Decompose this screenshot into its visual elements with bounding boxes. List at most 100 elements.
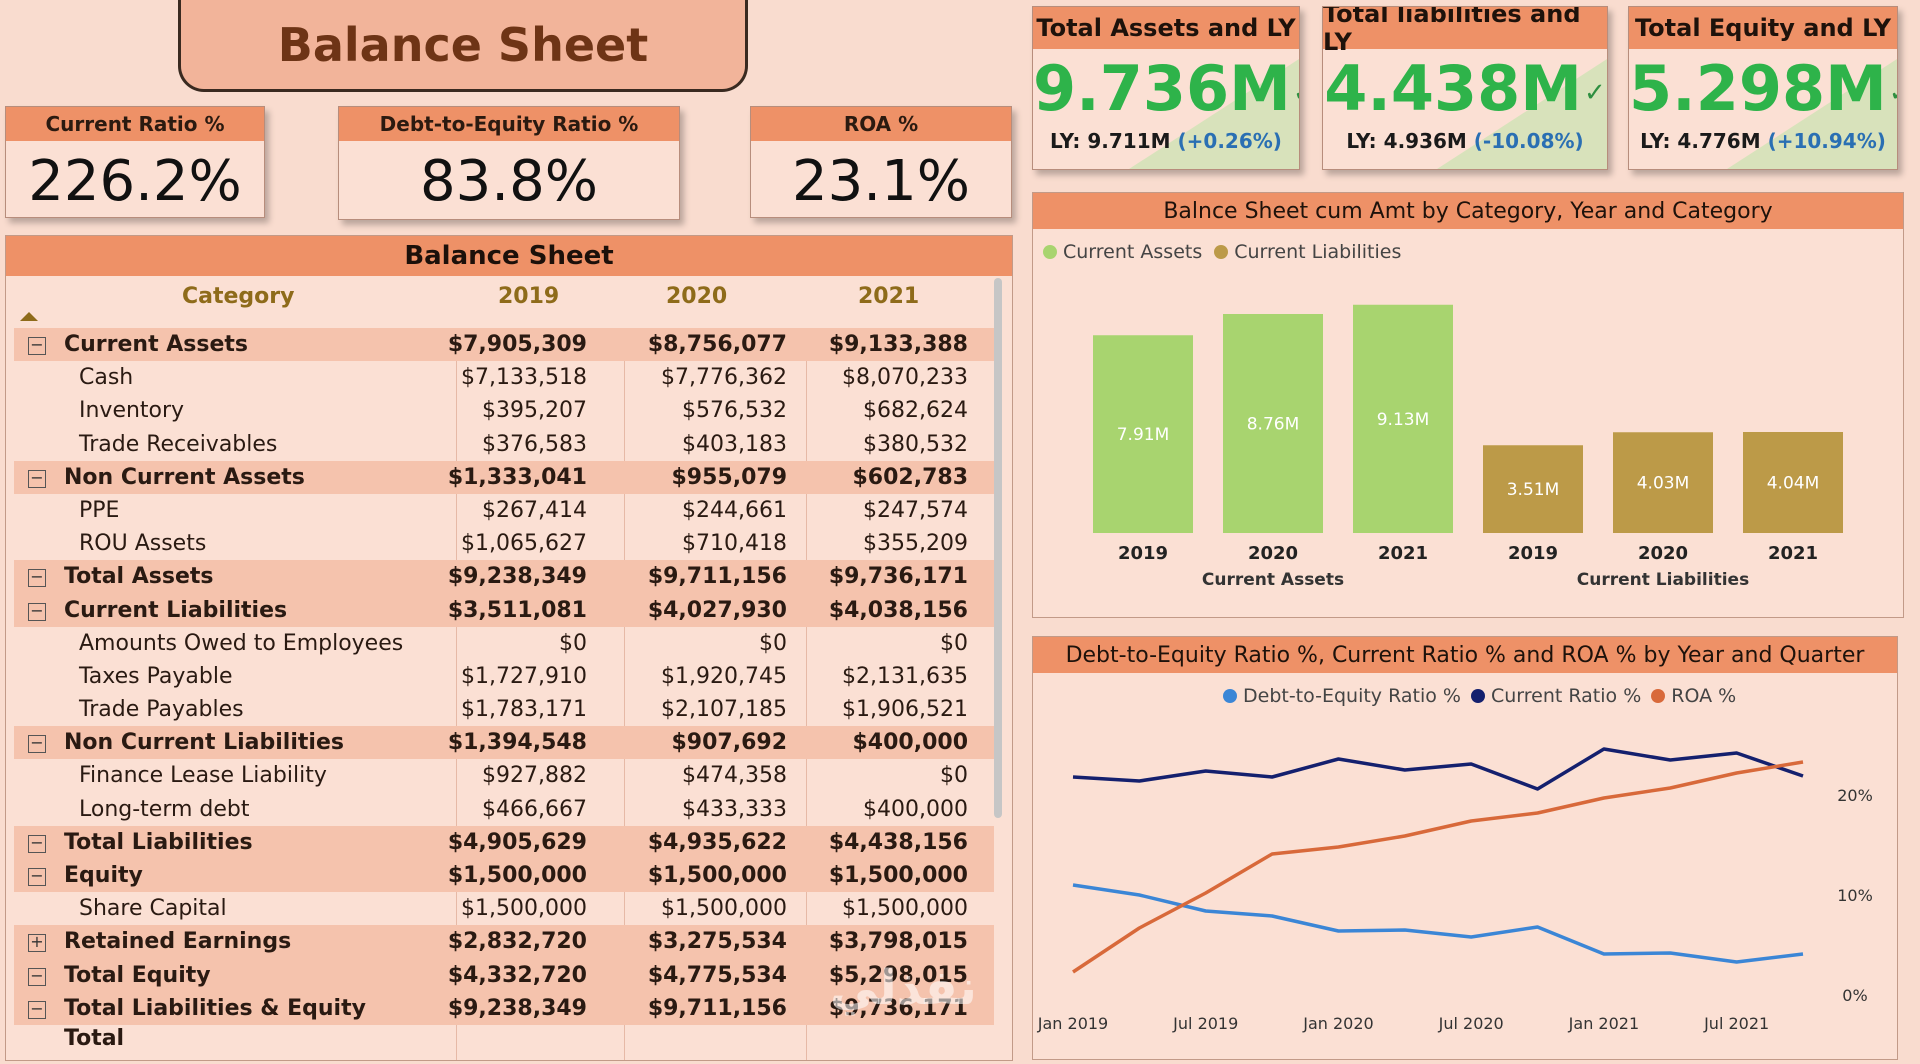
- cell-2019: $7,133,518: [461, 365, 587, 391]
- row-label: Non Current Liabilities: [64, 730, 344, 756]
- collapse-icon[interactable]: −: [28, 469, 46, 488]
- legend-item-current-assets[interactable]: Current Assets: [1043, 241, 1202, 263]
- series-line-debt-to-equity-ratio-[interactable]: [1072, 883, 1804, 964]
- group-label: Current Assets: [1202, 570, 1344, 590]
- table-row[interactable]: Long-term debt $466,667 $433,333 $400,000: [14, 793, 994, 826]
- collapse-icon[interactable]: −: [28, 602, 46, 621]
- row-label: ROU Assets: [79, 531, 207, 557]
- sort-ascending-icon[interactable]: [20, 312, 38, 321]
- series-line-current-ratio-[interactable]: [1072, 747, 1804, 791]
- table-row[interactable]: + Retained Earnings $2,832,720 $3,275,534 $3…: [14, 925, 994, 959]
- line-chart[interactable]: 20% 10% 0% Jan 2019 Jul 2019 Jan 2020 Jul 2020…: [1033, 675, 1897, 1061]
- column-divider: [624, 328, 625, 1060]
- total-liabilities-value: 4.438M✓: [1324, 52, 1606, 125]
- cell-2020: $433,333: [682, 796, 787, 822]
- collapse-icon[interactable]: −: [28, 735, 46, 754]
- row-label: Share Capital: [79, 896, 227, 922]
- table-row[interactable]: − Total Assets $9,238,349 $9,711,156 $9,736,…: [14, 560, 994, 594]
- col-header-2020[interactable]: 2020: [666, 284, 728, 309]
- table-row[interactable]: Trade Receivables $376,583 $403,183 $380,53…: [14, 428, 994, 461]
- table-row[interactable]: Cash $7,133,518 $7,776,362 $8,070,233: [14, 361, 994, 394]
- column-divider: [456, 328, 457, 1060]
- bar-current-assets-2019[interactable]: [1093, 335, 1193, 533]
- cell-2019: $1,783,171: [461, 697, 587, 723]
- bar-chart-legend: Current Assets Current Liabilities: [1043, 241, 1401, 263]
- balance-sheet-table[interactable]: Balance Sheet Category 2019 2020 2021 − C…: [5, 235, 1013, 1061]
- table-row[interactable]: − Total Equity $4,332,720 $4,775,534 $5,298,…: [14, 958, 994, 992]
- table-row[interactable]: ROU Assets $1,065,627 $710,418 $355,209: [14, 527, 994, 560]
- cell-2021: $1,906,521: [842, 697, 968, 723]
- table-scrollbar[interactable]: [994, 278, 1002, 818]
- table-row[interactable]: Share Capital $1,500,000 $1,500,000 $1,500,…: [14, 892, 994, 925]
- table-row[interactable]: Trade Payables $1,783,171 $2,107,185 $1,906…: [14, 693, 994, 726]
- y-tick-label: 10%: [1837, 886, 1873, 905]
- table-row[interactable]: Finance Lease Liability $927,882 $474,358 $…: [14, 759, 994, 792]
- cell-2020: $7,776,362: [661, 365, 787, 391]
- debt-to-equity-card[interactable]: Debt-to-Equity Ratio % 83.8%: [338, 106, 680, 220]
- bar-chart[interactable]: 7.91M 2019 8.76M 2020 9.13M 2021 Current Asset…: [1033, 231, 1903, 615]
- cell-2019: $7,905,309: [447, 332, 587, 357]
- collapse-icon[interactable]: −: [28, 834, 46, 853]
- col-header-2019[interactable]: 2019: [498, 284, 560, 309]
- table-row[interactable]: − Equity $1,500,000 $1,500,000 $1,500,000: [14, 859, 994, 893]
- series-line-roa-[interactable]: [1072, 760, 1804, 974]
- cell-2021: $3,798,015: [828, 929, 968, 955]
- collapse-icon[interactable]: −: [28, 1000, 46, 1019]
- row-label: Inventory: [79, 398, 185, 424]
- bar-chart-panel[interactable]: Balnce Sheet cum Amt by Category, Year a…: [1032, 192, 1904, 618]
- bar-current-liabilities-2019[interactable]: [1483, 445, 1583, 533]
- x-tick-label: 2021: [1768, 543, 1818, 564]
- legend-item-debt-to-equity[interactable]: Debt-to-Equity Ratio %: [1223, 685, 1461, 707]
- table-row[interactable]: − Total Liabilities $4,905,629 $4,935,622 $4…: [14, 825, 994, 859]
- bar-data-label: 4.04M: [1767, 474, 1820, 494]
- kpi-trend-shape: [1727, 59, 1897, 169]
- bar-current-liabilities-2020[interactable]: [1613, 432, 1713, 533]
- line-chart-panel[interactable]: Debt-to-Equity Ratio %, Current Ratio % …: [1032, 636, 1898, 1060]
- x-tick-label: 2019: [1118, 543, 1168, 564]
- roa-card[interactable]: ROA % 23.1%: [750, 106, 1012, 218]
- collapse-icon[interactable]: −: [28, 868, 46, 886]
- cell-2021: $400,000: [863, 796, 968, 822]
- table-row[interactable]: − Non Current Assets $1,333,041 $955,079 $60…: [14, 460, 994, 494]
- table-row[interactable]: Inventory $395,207 $576,532 $682,624: [14, 394, 994, 427]
- cell-2020: $4,935,622: [647, 829, 787, 855]
- cell-2020: $2,107,185: [661, 697, 787, 723]
- total-assets-card[interactable]: Total Assets and LY 9.736M✓ LY: 9.711M (…: [1032, 6, 1300, 170]
- bar-chart-title: Balnce Sheet cum Amt by Category, Year a…: [1033, 193, 1903, 229]
- cell-2020: $4,775,534: [647, 962, 787, 988]
- cell-2020: $1,500,000: [647, 863, 787, 888]
- table-total-label: Total: [64, 1026, 125, 1051]
- table-row[interactable]: − Total Liabilities & Equity $9,238,349 $9,…: [14, 991, 994, 1025]
- collapse-icon[interactable]: −: [28, 337, 46, 355]
- total-equity-card[interactable]: Total Equity and LY 5.298M✓ LY: 4.776M (…: [1628, 6, 1898, 170]
- expand-icon[interactable]: +: [28, 934, 46, 953]
- bar-data-label: 9.13M: [1377, 410, 1430, 430]
- legend-item-current-ratio[interactable]: Current Ratio %: [1470, 685, 1641, 707]
- legend-item-current-liabilities[interactable]: Current Liabilities: [1214, 241, 1401, 263]
- x-tick-label: Jul 2021: [1703, 1014, 1769, 1033]
- table-row[interactable]: − Non Current Liabilities $1,394,548 $907,6…: [14, 726, 994, 760]
- table-row[interactable]: − Current Assets $7,905,309 $8,756,077 $9,13…: [14, 328, 994, 362]
- table-row[interactable]: Amounts Owed to Employees $0 $0 $0: [14, 627, 994, 660]
- bar-current-assets-2021[interactable]: [1353, 304, 1453, 533]
- table-row[interactable]: − Current Liabilities $3,511,081 $4,027,930…: [14, 593, 994, 627]
- watermark-logo: نفذلي: [830, 960, 977, 1016]
- col-header-category[interactable]: Category: [182, 284, 295, 309]
- table-row[interactable]: Taxes Payable $1,727,910 $1,920,745 $2,131,…: [14, 660, 994, 693]
- collapse-icon[interactable]: −: [28, 967, 46, 986]
- legend-item-roa[interactable]: ROA %: [1651, 685, 1736, 707]
- kpi-trend-shape: [1129, 59, 1299, 169]
- line-chart-title: Debt-to-Equity Ratio %, Current Ratio % …: [1033, 637, 1897, 673]
- current-ratio-card[interactable]: Current Ratio % 226.2%: [5, 106, 265, 218]
- cell-2021: $4,038,156: [828, 597, 968, 623]
- kpi-trend-shape: [1437, 59, 1607, 169]
- cell-2021: $682,624: [863, 398, 968, 424]
- total-liabilities-card[interactable]: Total liabilities and LY 4.438M✓ LY: 4.9…: [1322, 6, 1608, 170]
- table-row[interactable]: PPE $267,414 $244,661 $247,574: [14, 494, 994, 527]
- cell-2020: $403,183: [682, 431, 787, 457]
- cell-2019: $395,207: [482, 398, 587, 424]
- col-header-2021[interactable]: 2021: [858, 284, 920, 309]
- bar-current-assets-2020[interactable]: [1223, 314, 1323, 533]
- collapse-icon[interactable]: −: [28, 569, 46, 588]
- bar-current-liabilities-2021[interactable]: [1743, 432, 1843, 533]
